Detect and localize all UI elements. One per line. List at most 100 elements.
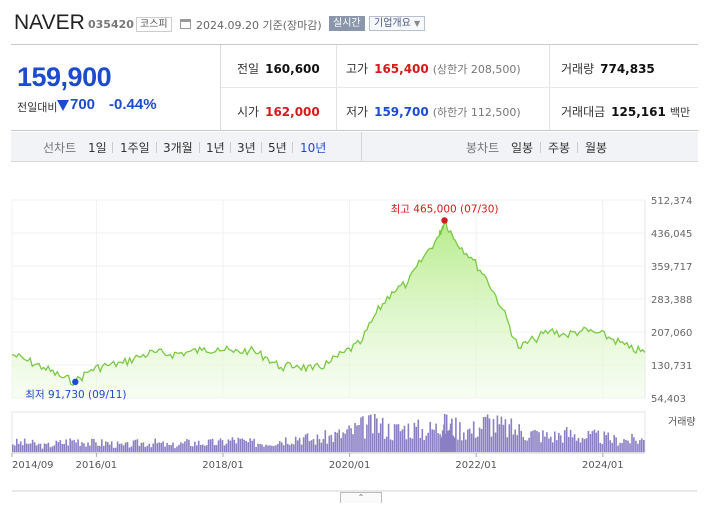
volume-bar <box>385 436 388 452</box>
volume-bar <box>595 432 598 452</box>
volume-bar <box>376 418 378 452</box>
volume-bar <box>136 439 139 452</box>
volume-bar <box>114 447 117 452</box>
tab-10year[interactable]: 10년 <box>300 141 327 155</box>
volume-bar <box>128 447 131 452</box>
tab-daily[interactable]: 일봉 <box>511 141 534 155</box>
volume-bar <box>73 439 75 452</box>
volume-bar <box>97 445 99 452</box>
expand-chart-button[interactable]: ⌃ <box>340 492 382 503</box>
tab-separator <box>292 142 293 153</box>
volume-bar <box>452 435 455 452</box>
volume-bar <box>617 445 619 452</box>
volume-bar <box>85 446 87 452</box>
upper-limit: (상한가 208,500) <box>432 63 521 76</box>
volume-bar <box>152 443 154 452</box>
volume-bar <box>318 439 321 452</box>
high-annotation: 최고 465,000 (07/30) <box>391 203 499 215</box>
volume-bar <box>192 446 194 452</box>
volume-bar <box>637 443 639 452</box>
tab-weekly[interactable]: 주봉 <box>548 141 571 155</box>
volume-bar <box>91 438 93 452</box>
volume-bar <box>154 438 156 452</box>
volume-bar <box>488 418 491 452</box>
volume-bar <box>79 446 81 452</box>
volume-bar <box>641 438 643 452</box>
volume-bar <box>328 435 331 452</box>
volume-bar <box>320 442 323 452</box>
volume-bar <box>57 442 60 452</box>
volume-bar <box>300 444 303 452</box>
low-annotation: 최저 91,730 (09/11) <box>25 389 126 401</box>
volume-bar <box>12 444 14 452</box>
trade-value: 125,161 <box>611 105 666 119</box>
tab-monthly[interactable]: 월봉 <box>585 141 608 155</box>
volume-bar <box>273 445 275 452</box>
volume-bar <box>150 447 153 452</box>
volume-bar <box>360 417 362 452</box>
volume-bar <box>362 416 364 452</box>
volume-bar <box>565 427 568 452</box>
company-info-dropdown[interactable]: 기업개요 ▼ <box>369 16 426 31</box>
volume-bar <box>589 434 592 452</box>
volume-bar <box>158 442 160 452</box>
volume-bar <box>144 446 147 452</box>
volume-bar <box>21 445 24 452</box>
volume-bar <box>55 440 58 452</box>
volume-bar <box>290 443 293 452</box>
volume-bar <box>522 437 524 452</box>
volume-bar <box>378 432 380 452</box>
volume-bar <box>524 440 526 452</box>
volume-bar <box>31 439 34 452</box>
volume-bar <box>188 439 190 452</box>
volume-bar <box>601 443 604 452</box>
volume-bar <box>146 445 149 452</box>
volume-bar <box>312 439 315 452</box>
volume-bar <box>168 444 170 452</box>
tab-3month[interactable]: 3개월 <box>163 141 193 155</box>
open-label: 시가 <box>237 105 260 119</box>
tab-3year[interactable]: 3년 <box>237 141 256 155</box>
prev-close-cell: 전일 160,600 <box>237 60 320 77</box>
tab-1day[interactable]: 1일 <box>88 141 107 155</box>
prev-close-label: 전일 <box>237 62 260 76</box>
volume-bar <box>467 429 469 452</box>
tab-5year[interactable]: 5년 <box>268 141 287 155</box>
volume-bar <box>427 432 429 452</box>
volume-bar <box>174 448 176 452</box>
volume-bar <box>468 428 471 452</box>
volume-bar <box>116 441 119 452</box>
realtime-button[interactable]: 실시간 <box>329 16 365 31</box>
volume-bar <box>623 439 625 452</box>
tab-1week[interactable]: 1주일 <box>120 141 150 155</box>
low-point-marker <box>72 378 79 386</box>
volume-bar <box>170 445 172 452</box>
volume-bar <box>433 429 435 452</box>
volume-bar <box>69 438 71 452</box>
volume-bar <box>33 442 36 452</box>
volume-bar <box>508 424 511 452</box>
volume-bar <box>526 440 528 452</box>
volume-bar <box>186 439 188 452</box>
volume-bar <box>326 443 329 452</box>
volume-bar <box>59 440 62 452</box>
volume-bar <box>409 437 412 452</box>
volume-bar <box>65 439 67 452</box>
volume-bar <box>101 439 103 452</box>
chart-tabs: 선차트 1일 1주일 3개월 1년 3년 5년 10년 봉차트 일봉 주봉 월봉 <box>11 132 698 162</box>
volume-bar <box>470 433 473 452</box>
volume-bar <box>176 446 178 452</box>
current-price-box: 159,900 전일대비 700 -0.44% <box>11 45 221 130</box>
volume-bar <box>480 429 483 452</box>
volume-bar <box>425 435 427 452</box>
volume-bar <box>449 423 452 452</box>
volume-bar <box>233 439 236 452</box>
x-tick-label: 2014/09 <box>12 460 54 471</box>
open-cell: 시가 162,000 <box>237 103 320 120</box>
lower-limit: (하한가 112,500) <box>432 106 521 119</box>
volume-bar <box>61 443 64 452</box>
volume-bar <box>201 444 204 452</box>
tab-1year[interactable]: 1년 <box>206 141 225 155</box>
volume-bar <box>569 429 572 452</box>
volume-bar <box>486 414 489 452</box>
